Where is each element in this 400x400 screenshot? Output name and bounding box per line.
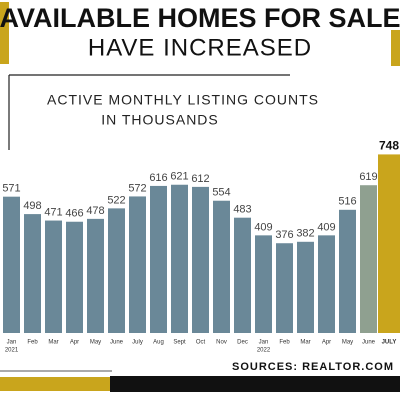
x-tick-label: June <box>362 340 376 346</box>
divider <box>0 370 112 372</box>
bar <box>108 208 125 333</box>
x-tick-sublabel: 2021 <box>5 348 19 354</box>
source-band <box>110 376 400 392</box>
value-label: 621 <box>170 171 188 183</box>
value-label: 466 <box>65 208 83 220</box>
accent-bar <box>391 30 400 66</box>
bar <box>150 185 167 333</box>
value-label: 382 <box>296 228 314 240</box>
value-label: 572 <box>128 182 146 194</box>
bar <box>339 209 356 333</box>
accent-bar <box>0 377 110 391</box>
x-tick-label: Apr <box>322 340 331 346</box>
x-tick-label: Apr <box>70 340 79 346</box>
x-tick-label: Aug <box>153 340 164 346</box>
subtitle: HAVE INCREASED <box>88 34 312 61</box>
value-label: 376 <box>275 229 293 241</box>
x-tick-label: May <box>342 340 353 346</box>
bar <box>87 218 104 333</box>
x-tick-label: Jan <box>7 340 17 346</box>
value-label: 612 <box>191 173 209 185</box>
bar <box>378 154 400 333</box>
x-tick-label: June <box>110 340 124 346</box>
bar <box>129 196 146 333</box>
bar <box>171 184 188 333</box>
bar <box>297 241 314 333</box>
x-tick-label: Feb <box>27 340 38 346</box>
bar <box>360 185 377 333</box>
value-label: 516 <box>338 196 356 208</box>
value-label: 619 <box>359 171 377 183</box>
bar <box>276 243 293 333</box>
value-label: 616 <box>149 172 167 184</box>
x-tick-label: July <box>132 340 143 346</box>
value-label: 522 <box>107 194 125 206</box>
bar <box>318 235 335 333</box>
value-label: 409 <box>254 221 272 233</box>
x-tick-label: JULY <box>382 340 397 346</box>
value-label: 554 <box>212 187 230 199</box>
bar <box>255 235 272 333</box>
x-tick-label: May <box>90 340 101 346</box>
title: AVAILABLE HOMES FOR SALE <box>0 3 400 33</box>
value-label: 571 <box>2 183 20 195</box>
bar <box>192 186 209 333</box>
source: SOURCES: REALTOR.COM <box>232 361 394 373</box>
value-label: 483 <box>233 204 251 216</box>
x-tick-label: Jan <box>259 340 269 346</box>
value-label: 748 <box>379 139 399 153</box>
bar <box>234 217 251 333</box>
bar <box>213 200 230 333</box>
x-tick-label: Nov <box>216 340 227 346</box>
value-label: 478 <box>86 205 104 217</box>
x-tick-label: Dec <box>237 340 248 346</box>
accent-bar <box>0 2 9 64</box>
x-tick-label: Sept <box>173 340 186 346</box>
value-label: 471 <box>44 206 62 218</box>
bar <box>66 221 83 333</box>
value-label: 498 <box>23 200 41 212</box>
x-tick-label: Mar <box>48 340 58 346</box>
x-tick-sublabel: 2022 <box>257 348 271 354</box>
bar <box>45 220 62 333</box>
bar <box>24 214 41 333</box>
x-tick-label: Oct <box>196 340 206 346</box>
x-tick-label: Feb <box>279 340 290 346</box>
chart-title: IN THOUSANDS <box>101 112 219 128</box>
bar <box>3 196 20 333</box>
x-tick-label: Mar <box>300 340 310 346</box>
chart-title: ACTIVE MONTHLY LISTING COUNTS <box>47 92 319 108</box>
value-label: 409 <box>317 221 335 233</box>
